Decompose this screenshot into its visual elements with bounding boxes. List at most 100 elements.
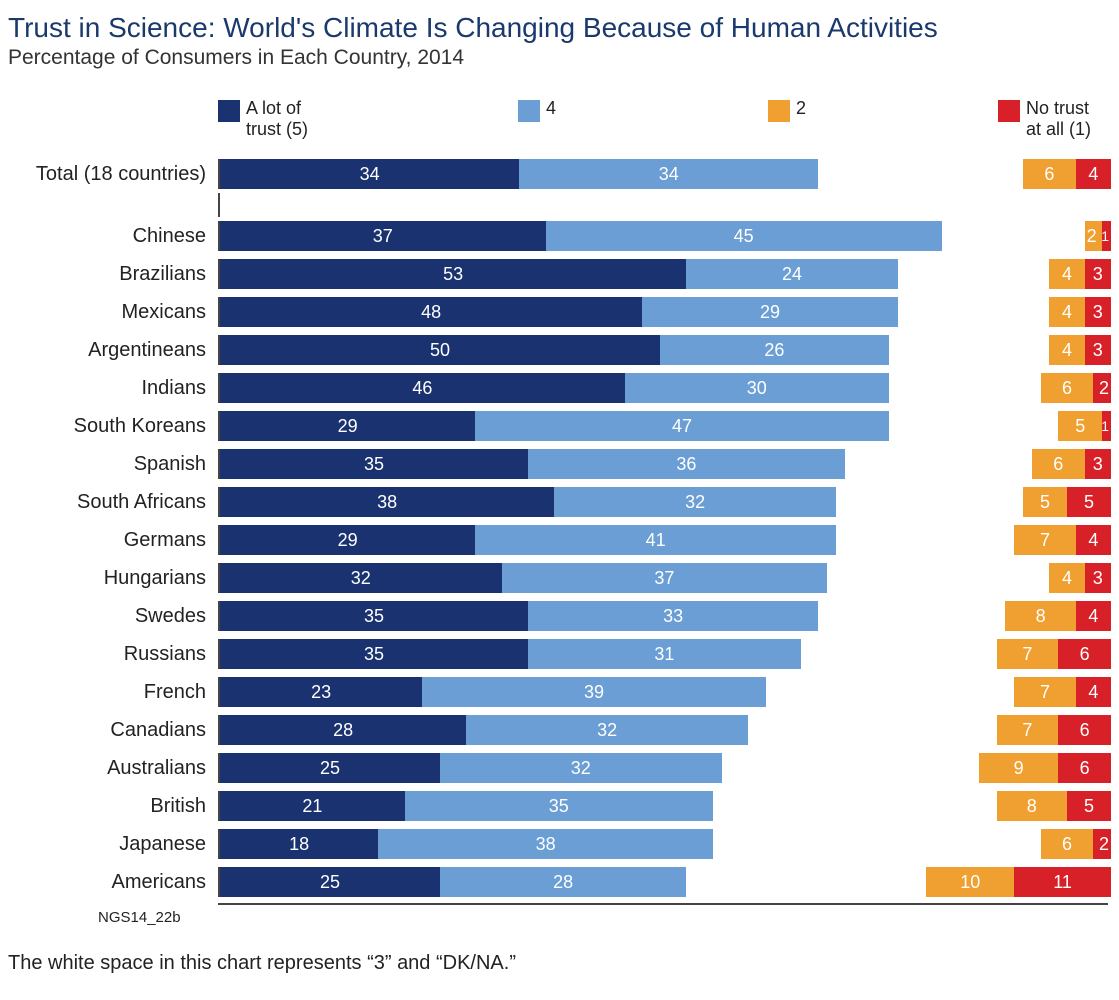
- bar-track: 463026: [218, 373, 1111, 403]
- bar-track: 323734: [218, 563, 1111, 593]
- segment-trust4: 33: [528, 601, 818, 631]
- segment-trust1: 11: [1014, 867, 1111, 897]
- row-label: Hungarians: [8, 567, 218, 590]
- source-code: NGS14_22b: [98, 909, 1111, 926]
- segment-trust5: 18: [220, 829, 378, 859]
- bar-track: 2947 15: [218, 411, 1111, 441]
- segment-trust1: 6: [1058, 715, 1111, 745]
- segment-trust1: 4: [1076, 525, 1111, 555]
- segment-trust1: 1: [1102, 411, 1111, 441]
- bar-row: Russians353167: [8, 635, 1111, 673]
- bar-row: Germans294147: [8, 521, 1111, 559]
- row-label: Canadians: [8, 719, 218, 742]
- segment-trust2: 7: [1014, 525, 1076, 555]
- bar-track: 353636: [218, 449, 1111, 479]
- segment-trust5: 35: [220, 639, 528, 669]
- row-label: British: [8, 795, 218, 818]
- legend: A lot of trust (5) 4 2 No trust at all (1): [218, 98, 1111, 139]
- row-label: Japanese: [8, 833, 218, 856]
- bar-row: French233947: [8, 673, 1111, 711]
- bar-track: 283267: [218, 715, 1111, 745]
- bar-track: 213558: [218, 791, 1111, 821]
- segment-trust2: 5: [1058, 411, 1102, 441]
- bar-track: 343446: [218, 159, 1111, 189]
- bar-row: Japanese183826: [8, 825, 1111, 863]
- segment-trust4: 26: [660, 335, 889, 365]
- segment-trust2: 10: [926, 867, 1014, 897]
- segment-trust4: 32: [440, 753, 722, 783]
- segment-trust1: 3: [1085, 297, 1111, 327]
- bar-row: Australians253269: [8, 749, 1111, 787]
- segment-trust2: 4: [1049, 335, 1084, 365]
- segment-trust4: 31: [528, 639, 801, 669]
- bar-row: Total (18 countries)343446: [8, 155, 1111, 193]
- row-label: South Africans: [8, 491, 218, 514]
- legend-item: 2: [768, 98, 998, 139]
- bar-row: Chinese374512: [8, 217, 1111, 255]
- bar-row: Canadians283267: [8, 711, 1111, 749]
- segment-trust2: 7: [1014, 677, 1076, 707]
- segment-trust1: 4: [1076, 159, 1111, 189]
- segment-trust5: 48: [220, 297, 642, 327]
- bar-row: British213558: [8, 787, 1111, 825]
- segment-trust1: 5: [1067, 487, 1111, 517]
- row-label: Brazilians: [8, 263, 218, 286]
- row-spacer: [8, 193, 1111, 217]
- segment-trust4: 29: [642, 297, 897, 327]
- segment-trust4: 47: [475, 411, 889, 441]
- segment-trust2: 4: [1049, 563, 1084, 593]
- bar-track: 4829 34: [218, 297, 1111, 327]
- segment-trust1: 6: [1058, 753, 1111, 783]
- bar-track: 353167: [218, 639, 1111, 669]
- bar-row: Argentineans502634: [8, 331, 1111, 369]
- segment-trust1: 3: [1085, 449, 1111, 479]
- bar-track: 253269: [218, 753, 1111, 783]
- bar-row: Brazilians532434: [8, 255, 1111, 293]
- bar-row: Mexicans482934: [8, 293, 1111, 331]
- bar-row: South Africans383255: [8, 483, 1111, 521]
- legend-swatch: [998, 100, 1020, 122]
- segment-trust5: 25: [220, 867, 440, 897]
- row-label: Germans: [8, 529, 218, 552]
- segment-trust1: 3: [1085, 335, 1111, 365]
- legend-label: No trust at all (1): [1026, 98, 1091, 139]
- segment-trust2: 8: [997, 791, 1067, 821]
- segment-trust1: 2: [1093, 829, 1111, 859]
- segment-trust2: 6: [1041, 829, 1094, 859]
- row-label: Swedes: [8, 605, 218, 628]
- segment-trust5: 32: [220, 563, 502, 593]
- bar-track: 502634: [218, 335, 1111, 365]
- bar-row: Spanish353636: [8, 445, 1111, 483]
- segment-trust2: 4: [1049, 297, 1084, 327]
- segment-trust2: 7: [997, 715, 1059, 745]
- segment-trust4: 24: [686, 259, 897, 289]
- segment-trust2: 8: [1005, 601, 1075, 631]
- legend-swatch: [768, 100, 790, 122]
- segment-trust2: 7: [997, 639, 1059, 669]
- row-label: Russians: [8, 643, 218, 666]
- segment-trust5: 35: [220, 601, 528, 631]
- bar-track: 183826: [218, 829, 1111, 859]
- legend-item: A lot of trust (5): [218, 98, 518, 139]
- legend-label: 4: [546, 98, 556, 119]
- segment-trust5: 21: [220, 791, 405, 821]
- segment-trust1: 3: [1085, 563, 1111, 593]
- segment-trust5: 34: [220, 159, 519, 189]
- bar-rows: Total (18 countries)343446Chinese374512B…: [8, 155, 1111, 901]
- segment-trust2: 6: [1023, 159, 1076, 189]
- chart-title: Trust in Science: World's Climate Is Cha…: [8, 12, 1111, 44]
- row-label: Chinese: [8, 225, 218, 248]
- segment-trust4: 32: [466, 715, 748, 745]
- segment-trust1: 4: [1076, 677, 1111, 707]
- bar-track: 233947: [218, 677, 1111, 707]
- segment-trust1: 1: [1102, 221, 1111, 251]
- segment-trust5: 23: [220, 677, 422, 707]
- segment-trust5: 35: [220, 449, 528, 479]
- segment-trust5: 46: [220, 373, 625, 403]
- segment-trust5: 29: [220, 411, 475, 441]
- bar-row: Swedes3533 48: [8, 597, 1111, 635]
- segment-trust2: 6: [1041, 373, 1094, 403]
- segment-trust4: 30: [625, 373, 889, 403]
- row-label: Americans: [8, 871, 218, 894]
- segment-trust1: 4: [1076, 601, 1111, 631]
